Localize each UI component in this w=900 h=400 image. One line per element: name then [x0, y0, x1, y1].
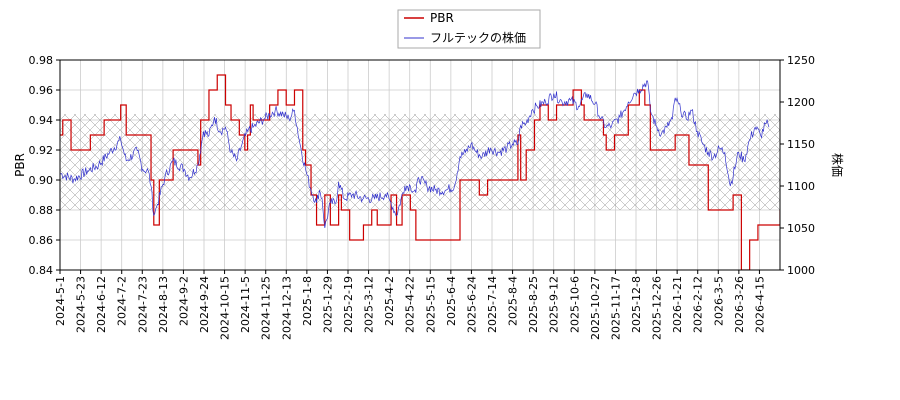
x-tick-label: 2025-5-15 — [424, 276, 437, 333]
x-tick-label: 2025-12-26 — [651, 276, 664, 340]
x-tick-label: 2026-4-15 — [753, 276, 766, 333]
x-tick-label: 2024-10-15 — [219, 276, 232, 340]
series-line-pbr — [60, 74, 780, 270]
y-tick-label-left: 0.96 — [29, 84, 54, 97]
x-tick-label: 2025-6-4 — [445, 276, 458, 326]
x-tick-label: 2024-7-2 — [116, 276, 129, 326]
x-tick-label: 2024-6-12 — [95, 276, 108, 333]
x-tick-label: 2026-3-26 — [733, 276, 746, 333]
x-tick-label: 2025-9-12 — [548, 276, 561, 333]
x-tick-label: 2025-11-17 — [609, 276, 622, 340]
x-tick-label: 2024-11-5 — [239, 276, 252, 333]
legend: PBR フルテックの株価 — [397, 9, 541, 49]
x-tick-label: 2025-6-24 — [465, 276, 478, 333]
x-tick-label: 2025-8-25 — [527, 276, 540, 333]
x-tick-label: 2025-1-8 — [301, 276, 314, 326]
x-tick-label: 2025-12-8 — [630, 276, 643, 333]
y-tick-label-right: 1200 — [787, 96, 815, 109]
x-tick-label: 2024-12-13 — [280, 276, 293, 340]
plot-frame — [59, 59, 781, 271]
x-tick-label: 2025-10-27 — [589, 276, 602, 340]
x-tick-label: 2024-7-23 — [136, 276, 149, 333]
x-tick-label: 2025-8-4 — [507, 276, 520, 326]
y-tick-label-right: 1000 — [787, 264, 815, 277]
y-axis-left-title: PBR — [13, 153, 27, 177]
y-axis-right-title: 株価 — [830, 153, 845, 177]
y-tick-label-left: 0.92 — [29, 144, 54, 157]
legend-label-pbr: PBR — [430, 11, 454, 25]
y-tick-label-left: 0.98 — [29, 54, 54, 67]
x-tick-label: 2024-11-25 — [260, 276, 273, 340]
x-tick-label: 2024-9-2 — [177, 276, 190, 326]
y-tick-label-right: 1100 — [787, 180, 815, 193]
y-tick-label-left: 0.94 — [29, 114, 54, 127]
x-tick-label: 2026-2-12 — [692, 276, 705, 333]
x-tick-label: 2025-4-2 — [383, 276, 396, 326]
series-line-price — [60, 80, 770, 229]
y-tick-label-right: 1150 — [787, 138, 815, 151]
x-tick-label: 2025-2-19 — [342, 276, 355, 333]
x-tick-label: 2025-10-6 — [568, 276, 581, 333]
x-tick-label: 2026-3-5 — [712, 276, 725, 326]
y-tick-label-left: 0.90 — [29, 174, 54, 187]
axes: 0.84 0.86 0.88 0.90 0.92 0.94 0.96 0.98 1000 1050… — [29, 54, 816, 340]
x-tick-label: 2024-5-23 — [75, 276, 88, 333]
x-tick-label: 2025-7-14 — [486, 276, 499, 333]
y-tick-label-left: 0.86 — [29, 234, 54, 247]
x-tick-label: 2025-3-12 — [363, 276, 376, 333]
y-tick-label-left: 0.88 — [29, 204, 54, 217]
y-tick-label-right: 1050 — [787, 222, 815, 235]
series-layer — [60, 74, 780, 270]
y-tick-label-left: 0.84 — [29, 264, 54, 277]
hatch-band — [60, 114, 780, 210]
x-tick-label: 2024-9-24 — [198, 276, 211, 333]
x-tick-label: 2025-1-29 — [321, 276, 334, 333]
x-tick-label: 2026-1-21 — [671, 276, 684, 333]
x-tick-label: 2024-5-1 — [54, 276, 67, 326]
x-tick-label: 2025-4-22 — [404, 276, 417, 333]
y-tick-label-right: 1250 — [787, 54, 815, 67]
legend-box — [397, 9, 541, 49]
legend-label-price: フルテックの株価 — [430, 30, 526, 45]
x-tick-label: 2024-8-13 — [157, 276, 170, 333]
